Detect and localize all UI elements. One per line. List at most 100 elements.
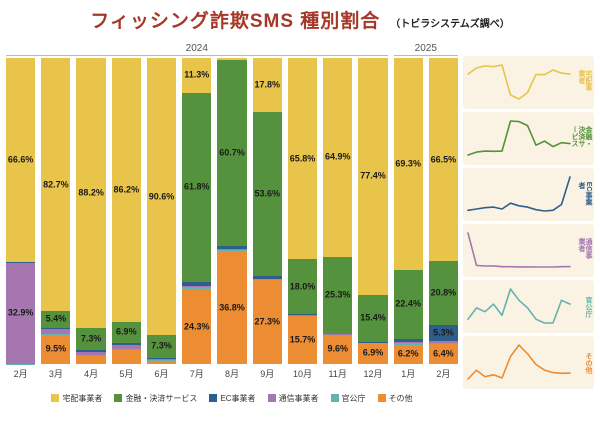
bar-segment-label: 53.6% [254, 188, 281, 199]
bar-segment-通信事業者 [76, 352, 106, 356]
legend-item-金融・決済サービス: 金融・決済サービス [114, 393, 197, 404]
bar-segment-label: 66.6% [7, 154, 34, 165]
bar-segment-その他 [111, 350, 141, 364]
bar-segment-通信事業者 [182, 285, 212, 287]
bar-segment-label: 17.8% [254, 79, 281, 90]
sparkline-svg [467, 120, 571, 156]
bar-segment-EC事業者 [217, 246, 247, 249]
bar-segment-宅配事業者 [217, 58, 247, 61]
sparkline-svg [467, 344, 571, 380]
sparkline-EC事業者: EC事業者 [463, 168, 594, 221]
sparkline-label: EC事業者 [578, 181, 592, 205]
bar-segment-宅配事業者: 64.9% [323, 58, 353, 257]
legend-label: その他 [388, 393, 413, 403]
bar-segment-label: 5.4% [45, 313, 67, 324]
bar-segment-金融・決済サービス: 5.4% [41, 311, 71, 328]
bar-segment-官公庁 [41, 333, 71, 335]
bar-segment-label: 9.5% [45, 343, 67, 354]
bar-column-2月-12: 66.5% 20.8% 5.3% 6.4% [428, 58, 459, 364]
bar-segment-官公庁 [146, 360, 177, 361]
bar-segment-通信事業者 [146, 358, 177, 360]
bar-segment-label: 7.3% [80, 333, 102, 344]
bar-segment-label: 27.3% [254, 316, 281, 327]
month-label: 9月 [260, 369, 275, 379]
bar-segment-EC事業者 [287, 314, 318, 316]
bar-segment-宅配事業者: 82.7% [41, 58, 71, 312]
bar-segment-その他: 24.3% [182, 289, 212, 364]
month-label: 12月 [363, 369, 383, 379]
month-label: 1月 [401, 369, 416, 379]
legend-label: EC事業者 [220, 393, 256, 403]
bar-segment-EC事業者 [6, 262, 36, 263]
legend-swatch [377, 394, 386, 402]
legend-swatch [267, 394, 276, 402]
year-group: 2024 [6, 38, 388, 56]
bar-segment-金融・決済サービス [6, 261, 36, 263]
legend-item-通信事業者: 通信事業者 [267, 393, 319, 404]
legend-label: 宅配事業者 [62, 393, 103, 403]
bar-segment-label: 90.6% [148, 191, 175, 202]
sparkline-label: 通信事業者 [578, 237, 592, 259]
bar-segment-label: 88.2% [78, 187, 104, 198]
sparkline-svg [467, 232, 571, 268]
bar-segment-金融・決済サービス: 18.0% [287, 259, 318, 315]
legend: 宅配事業者 金融・決済サービス EC事業者 通信事業者 官公庁 その他 [6, 387, 458, 409]
source-note: （トビラシステムズ調べ） [390, 19, 510, 30]
bar-segment-金融・決済サービス: 22.4% [393, 270, 423, 339]
bar-segment-EC事業者 [41, 327, 71, 329]
bar-segment-宅配事業者: 69.3% [393, 58, 423, 271]
bar-segment-EC事業者 [182, 281, 212, 286]
bar-segment-官公庁 [252, 279, 282, 281]
bar-segment-label: 7.3% [151, 340, 172, 351]
bar-segment-金融・決済サービス: 7.3% [76, 327, 106, 351]
bar-segment-label: 65.8% [289, 153, 316, 164]
bar-segment-label: 6.2% [397, 348, 419, 359]
bar-segment-官公庁 [182, 286, 212, 290]
bar-segment-通信事業者 [111, 345, 141, 349]
bar-segment-label: 6.4% [433, 348, 454, 359]
title-row: フィッシング詐欺SMS 種別割合 （トビラシステムズ調べ） [6, 4, 594, 38]
bar-segment-宅配事業者: 66.6% [6, 58, 36, 262]
legend-swatch [51, 394, 60, 402]
sparkline-svg [467, 64, 571, 100]
year-group: 2025 [393, 38, 458, 56]
bar-column-6月-4: 90.6% 7.3% [146, 58, 177, 364]
bar-segment-label: 9.6% [327, 343, 348, 354]
bar-segment-label: 77.4% [360, 170, 386, 181]
content: 2024 2025 66.6% 32.9% 82.7% 5.4% 9.5% 88.2% 7.3… [6, 38, 594, 409]
month-label: 10月 [292, 369, 312, 379]
legend-label: 通信事業者 [278, 393, 319, 403]
bars-area: 66.6% 32.9% 82.7% 5.4% 9.5% 88.2% 7.3% 86.2% 6.9… [6, 58, 459, 364]
bar-segment-label: 64.9% [324, 151, 351, 162]
legend-label: 官公庁 [341, 393, 366, 403]
bar-segment-EC事業者: 5.3% [428, 325, 459, 342]
bar-column-2月-0: 66.6% 32.9% [6, 58, 36, 364]
month-label: 2月 [436, 369, 451, 379]
bar-segment-その他 [76, 356, 106, 364]
sparkline-金融・決済サービス: 金融・決済サービス [463, 112, 594, 165]
bar-segment-金融・決済サービス: 6.9% [111, 321, 141, 343]
bar-segment-宅配事業者: 65.8% [287, 58, 318, 260]
month-label: 4月 [84, 369, 99, 379]
bar-segment-EC事業者 [358, 341, 388, 343]
year-label: 2025 [393, 43, 458, 56]
bar-segment-label: 11.3% [184, 69, 210, 80]
bar-segment-label: 69.3% [395, 158, 421, 169]
stacked-bar-chart: 2024 2025 66.6% 32.9% 82.7% 5.4% 9.5% 88.2% 7.3… [6, 38, 459, 409]
year-axis: 2024 2025 [6, 38, 458, 56]
bar-segment-通信事業者: 32.9% [6, 263, 36, 364]
bar-segment-label: 6.9% [116, 326, 137, 337]
bar-segment-官公庁 [393, 343, 423, 345]
legend-swatch [114, 394, 123, 402]
year-label: 2024 [6, 43, 388, 56]
bar-segment-その他: 9.6% [323, 334, 353, 364]
bar-segment-label: 86.2% [113, 184, 140, 195]
legend-item-EC事業者: EC事業者 [209, 393, 256, 404]
bar-segment-EC事業者 [393, 338, 423, 342]
bar-segment-宅配事業者: 90.6% [146, 58, 177, 336]
month-label: 2月 [13, 369, 28, 379]
bar-segment-その他: 15.7% [287, 315, 318, 364]
sparkline-label: 金融・決済サービス [571, 125, 592, 147]
bar-segment-EC事業者 [76, 350, 106, 353]
bar-segment-官公庁 [428, 342, 459, 345]
